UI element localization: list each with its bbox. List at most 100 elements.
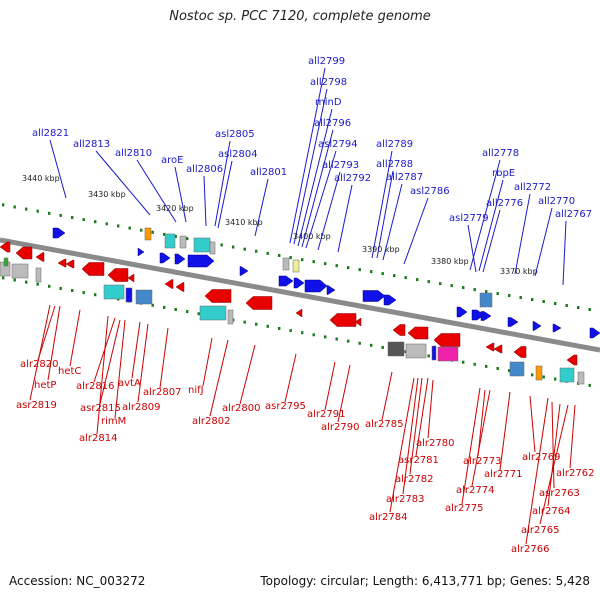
gene-label[interactable]: alr2775: [445, 503, 483, 514]
gene-label[interactable]: alr2774: [456, 485, 494, 496]
gene-label[interactable]: alr2773: [463, 456, 501, 467]
leader-line: [381, 371, 393, 421]
gene-label[interactable]: all2793: [322, 160, 359, 171]
leader-line: [409, 377, 423, 475]
gene-label[interactable]: asl2804: [218, 149, 258, 160]
gene-label[interactable]: all2770: [538, 196, 575, 207]
gene-box: [193, 237, 211, 253]
gene-arrow: [532, 321, 542, 331]
gene-label[interactable]: alr2785: [365, 419, 403, 430]
gene-label[interactable]: rbpE: [492, 168, 515, 179]
gene-arrow: [507, 317, 519, 327]
gene-label[interactable]: all2799: [308, 56, 345, 67]
gene-arrow: [433, 333, 461, 347]
gene-box: [179, 235, 187, 249]
gene-label[interactable]: all2778: [482, 148, 519, 159]
leader-line: [317, 171, 341, 251]
gene-label[interactable]: asr2819: [16, 400, 57, 411]
gene-label[interactable]: alr2783: [386, 494, 424, 505]
gene-arrow: [354, 317, 362, 327]
gene-label[interactable]: all2767: [555, 209, 592, 220]
gene-label[interactable]: all2776: [486, 198, 523, 209]
gene-label[interactable]: alr2764: [532, 506, 570, 517]
gene-label[interactable]: alr2820: [20, 359, 58, 370]
gene-label[interactable]: all2806: [186, 164, 223, 175]
gene-label[interactable]: all2789: [376, 139, 413, 150]
gene-label[interactable]: all2787: [386, 172, 423, 183]
gene-label[interactable]: all2788: [376, 159, 413, 170]
gene-label[interactable]: asr2795: [265, 401, 306, 412]
scale-tick: [13, 278, 16, 282]
gene-label[interactable]: alr2782: [395, 474, 433, 485]
scale-tick: [542, 375, 545, 379]
gene-label[interactable]: alr2816: [76, 381, 114, 392]
gene-label[interactable]: all2796: [314, 118, 351, 129]
gene-label[interactable]: alr2766: [511, 544, 549, 555]
leader-line: [371, 150, 393, 259]
gene-label[interactable]: asl2805: [215, 129, 255, 140]
leader-line: [305, 150, 337, 249]
gene-box: [437, 346, 459, 362]
scale-tick: [94, 220, 97, 224]
gene-label[interactable]: aroE: [161, 155, 183, 166]
leader-line: [49, 139, 67, 199]
scale-tick: [335, 337, 338, 341]
leader-line: [547, 403, 561, 507]
gene-label[interactable]: hetP: [34, 380, 56, 391]
scale-label: 3430 kbp: [88, 190, 126, 199]
gene-label[interactable]: all2813: [73, 139, 110, 150]
gene-label[interactable]: nifJ: [188, 385, 204, 396]
scale-tick: [565, 304, 568, 308]
gene-label[interactable]: alr2762: [556, 468, 594, 479]
gene-label[interactable]: all2810: [115, 148, 152, 159]
gene-label[interactable]: avtA: [118, 378, 141, 389]
gene-arrow: [493, 344, 503, 354]
leader-line: [499, 391, 511, 471]
gene-label[interactable]: alr2800: [222, 403, 260, 414]
scale-tick: [381, 272, 384, 276]
scale-tick: [163, 305, 166, 309]
gene-label[interactable]: asl2779: [449, 213, 489, 224]
gene-label[interactable]: asr2781: [398, 455, 439, 466]
scale-tick: [48, 211, 51, 215]
gene-label[interactable]: alr2809: [122, 402, 160, 413]
gene-label[interactable]: alr2769: [522, 452, 560, 463]
gene-arrow: [57, 258, 67, 268]
gene-label[interactable]: asl2794: [318, 139, 358, 150]
leader-line: [159, 327, 169, 389]
leader-line: [136, 159, 177, 223]
gene-label[interactable]: alr2791: [307, 409, 345, 420]
gene-arrow: [295, 308, 303, 318]
gene-label[interactable]: alr2765: [521, 525, 559, 536]
gene-label[interactable]: alr2807: [143, 387, 181, 398]
gene-label[interactable]: all2821: [32, 128, 69, 139]
page-title: Nostoc sp. PCC 7120, complete genome: [169, 9, 431, 24]
gene-arrow: [174, 253, 186, 265]
gene-label[interactable]: minD: [315, 97, 342, 108]
gene-arrow: [589, 327, 600, 339]
gene-label[interactable]: rimM: [101, 416, 126, 427]
gene-label[interactable]: asl2786: [410, 186, 450, 197]
gene-box: [227, 309, 234, 325]
gene-label[interactable]: asr2763: [539, 488, 580, 499]
gene-label[interactable]: alr2784: [369, 512, 407, 523]
gene-label[interactable]: all2801: [250, 167, 287, 178]
gene-label[interactable]: alr2802: [192, 416, 230, 427]
scale-tick: [462, 360, 465, 364]
gene-arrow: [127, 273, 135, 283]
gene-label[interactable]: all2772: [514, 182, 551, 193]
gene-arrow: [456, 306, 468, 318]
scale-tick: [13, 205, 16, 209]
gene-label[interactable]: alr2780: [416, 438, 454, 449]
gene-arrow: [137, 247, 145, 257]
scale-tick: [531, 373, 534, 377]
gene-label[interactable]: all2798: [310, 77, 347, 88]
gene-label[interactable]: asr2815: [80, 403, 121, 414]
gene-label[interactable]: hetC: [58, 366, 81, 377]
gene-label[interactable]: alr2790: [321, 422, 359, 433]
gene-box: [292, 259, 300, 273]
gene-label[interactable]: alr2814: [79, 433, 117, 444]
gene-box: [479, 292, 493, 308]
gene-label[interactable]: alr2771: [484, 469, 522, 480]
gene-label[interactable]: all2792: [334, 173, 371, 184]
